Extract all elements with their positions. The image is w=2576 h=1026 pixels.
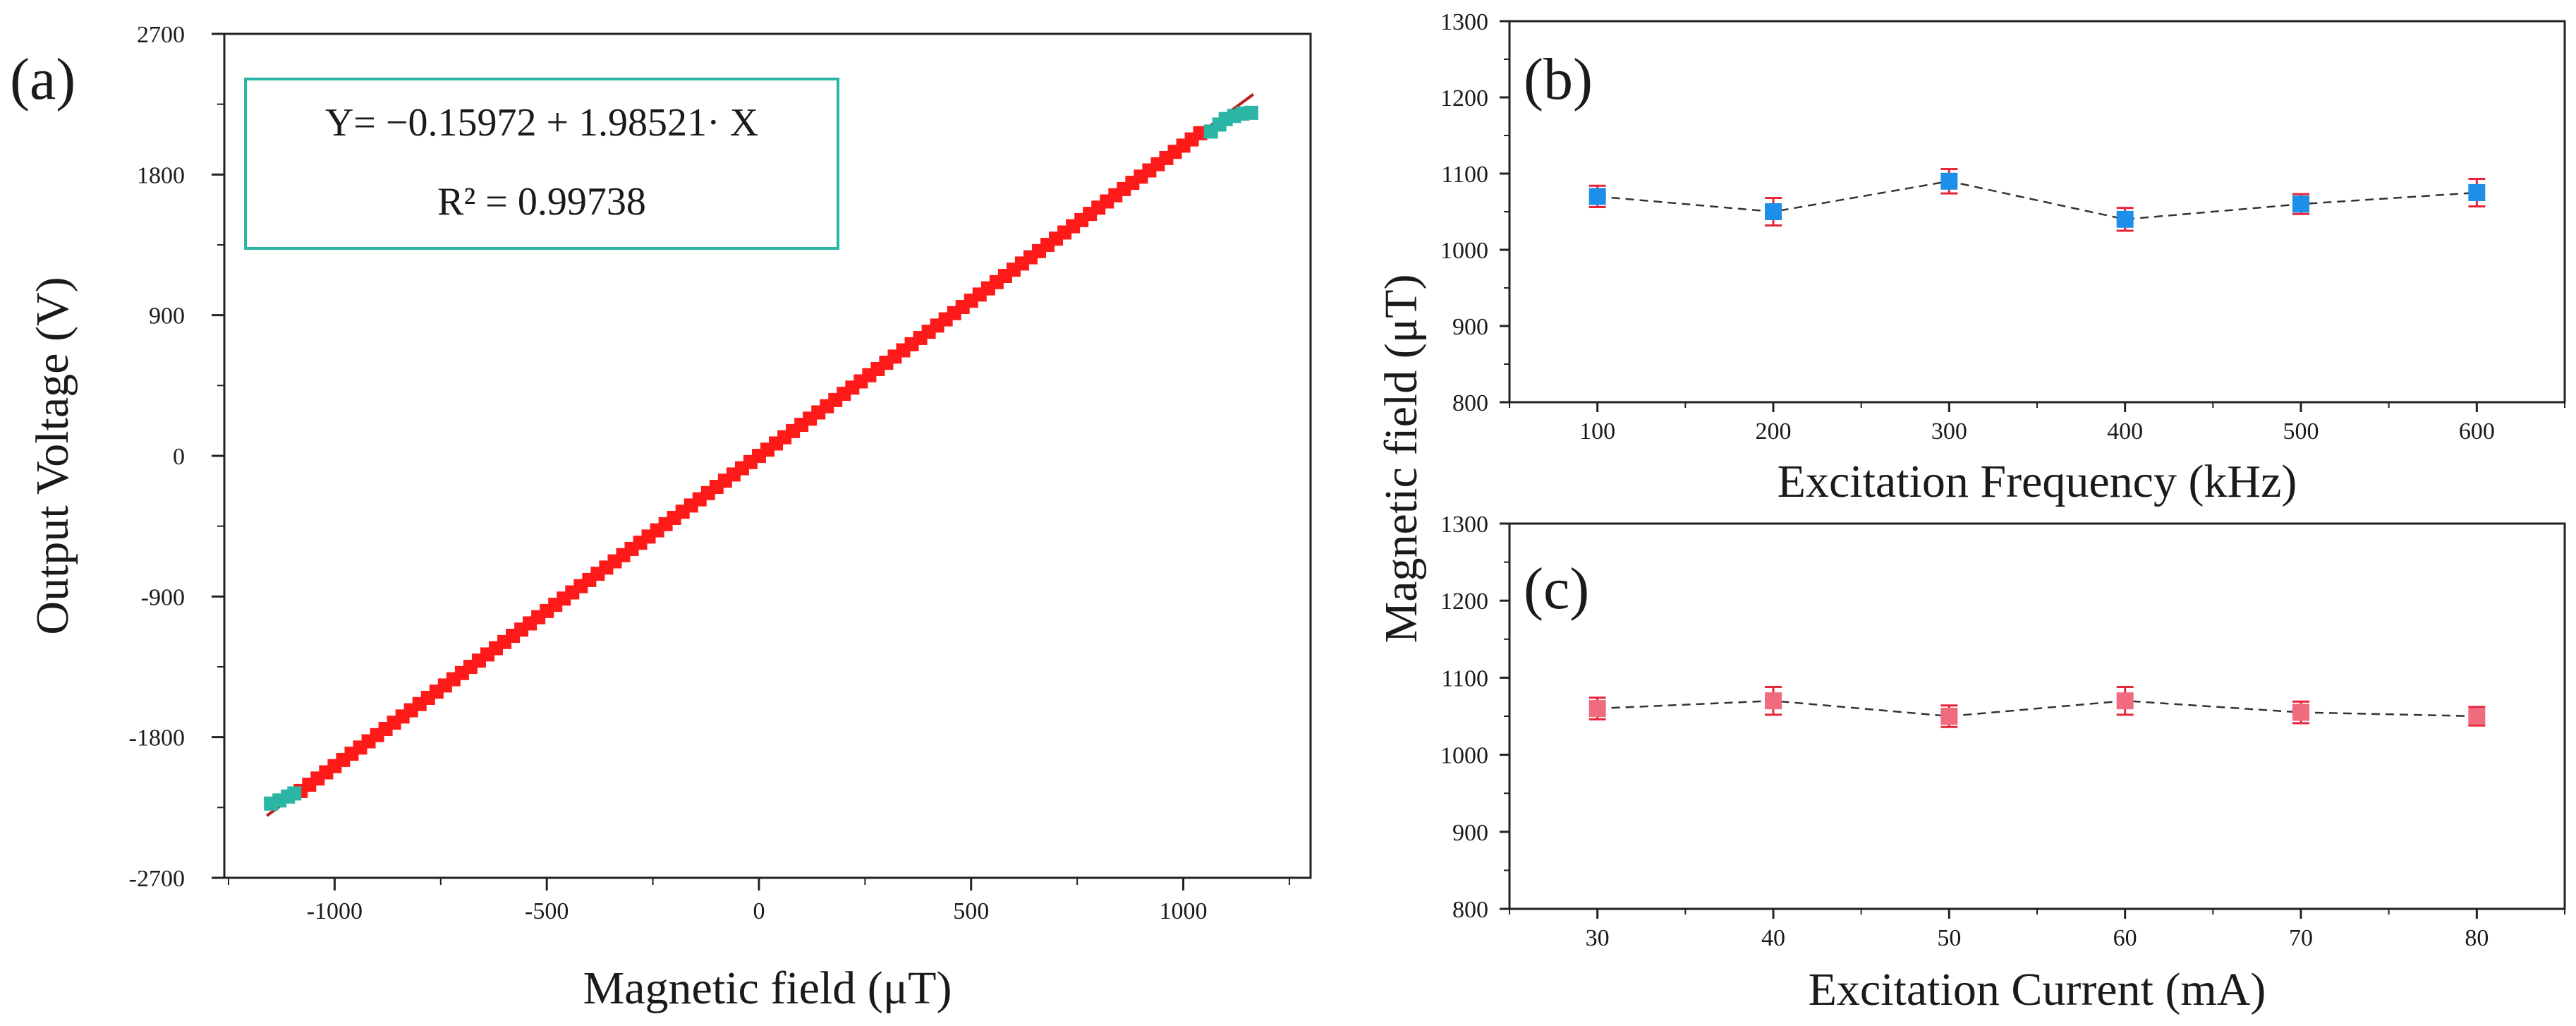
panel-label-c: (c) [1524,556,1589,622]
x-tick-label-b: 600 [2459,418,2495,445]
y-tick-label-a: 900 [149,303,185,330]
y-tick-label-c: 900 [1452,820,1488,846]
x-tick-label-c: 50 [1937,925,1961,951]
y-tick-label-b: 1300 [1440,9,1488,35]
data-point-c [2292,704,2309,721]
panel-label-a: (a) [10,47,75,112]
panel-label-b: (b) [1524,47,1593,112]
data-point-b [1588,188,1606,205]
data-layer-c [1588,686,2486,728]
data-point-c [1765,692,1782,710]
x-tick-label-c: 80 [2465,925,2489,951]
data-point-teal-a [287,786,302,801]
y-tick-label-c: 1000 [1440,743,1488,769]
plot-frame-c [1508,522,2566,910]
y-tick-label-c: 1100 [1441,665,1488,692]
x-tick-label-c: 70 [2289,925,2313,951]
chart-panel-b: 800 900 1000 1100 1200 1300 100 200 300 400 500 600… [1440,9,2566,507]
x-tick-label-b: 500 [2283,418,2319,445]
x-tick-label-c: 40 [1761,925,1785,951]
y-tick-label-c: 800 [1452,897,1488,923]
y-tick-label-c: 1200 [1440,589,1488,615]
data-layer-a [264,93,1258,817]
x-tick-label-a: -1000 [307,898,363,924]
data-point-c [1588,700,1606,718]
data-point-c [2468,708,2486,725]
x-axis-title-b: Excitation Frequency (kHz) [1778,456,2297,507]
x-tick-label-a: 0 [753,898,765,924]
equation-text: Y= −0.15972 + 1.98521· X [325,101,758,145]
data-point-b [2292,195,2309,213]
x-tick-label-b: 300 [1931,418,1967,445]
x-tick-label-a: 500 [953,898,989,924]
connector-line-c [1597,699,2477,718]
x-axis-title-c: Excitation Current (mA) [1809,964,2266,1015]
axis-ticks-c: 800 900 1000 1100 1200 1300 30 40 50 60 70 80 [1440,512,2565,951]
y-axis-title-a: Output Voltage (V) [27,277,78,634]
y-tick-label-a: 0 [173,444,185,470]
equation-box [244,78,839,250]
y-tick-label-a: 1800 [137,162,185,188]
y-tick-label-a: -900 [141,584,185,610]
y-tick-label-b: 1000 [1440,238,1488,264]
x-tick-label-b: 200 [1756,418,1792,445]
x-axis-title-a: Magnetic field (μT) [583,962,952,1014]
chart-panel-a: -1000 -500 0 500 1000 -2700 -1800 -900 0 900 1800 2… [10,22,1312,1014]
x-tick-label-a: 1000 [1160,898,1208,924]
data-point-c [1940,708,1958,725]
x-tick-label-a: -500 [525,898,569,924]
y-axis-title-bc: Magnetic field (μT) [1375,274,1427,644]
data-point-b [1940,172,1958,190]
y-tick-label-b: 1100 [1441,162,1488,188]
data-point-c [2116,692,2134,710]
y-tick-label-b: 800 [1452,390,1488,416]
y-tick-label-a: -2700 [129,866,185,892]
data-point-red-a [1193,126,1208,140]
plot-frame-b [1508,20,2566,404]
connector-line-b [1597,180,2477,221]
chart-panel-c: 800 900 1000 1100 1200 1300 30 40 50 60 70 80 (c) E… [1440,512,2566,1015]
data-point-b [2468,184,2486,201]
r-squared-text: R² = 0.99738 [437,180,646,224]
x-tick-label-c: 30 [1586,925,1610,951]
y-tick-label-c: 1300 [1440,512,1488,538]
axis-ticks-a: -1000 -500 0 500 1000 -2700 -1800 -900 0 900 1800 2… [129,22,1290,924]
data-point-teal-a [1244,105,1258,120]
x-tick-label-c: 60 [2113,925,2137,951]
axis-ticks-b: 800 900 1000 1100 1200 1300 100 200 300 400 500 600 [1440,9,2565,445]
data-point-b [1765,203,1782,220]
data-layer-b [1588,168,2486,232]
data-point-b [2116,210,2134,228]
y-tick-label-a: 2700 [137,22,185,48]
y-tick-label-b: 1200 [1440,85,1488,111]
y-tick-label-b: 900 [1452,314,1488,340]
x-tick-label-b: 100 [1579,418,1615,445]
x-tick-label-b: 400 [2107,418,2143,445]
y-tick-label-a: -1800 [129,725,185,752]
